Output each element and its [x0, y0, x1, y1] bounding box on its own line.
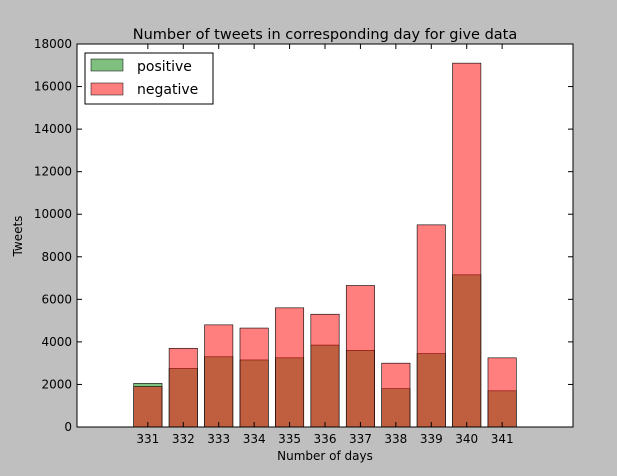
legend-swatch-positive — [90, 58, 124, 72]
bar-negative-331 — [133, 386, 163, 428]
bar-negative-335 — [275, 307, 305, 428]
y-tick-label: 16000 — [34, 80, 72, 94]
x-tick-label: 338 — [384, 432, 407, 446]
x-tick-label: 336 — [314, 432, 337, 446]
x-tick-label: 334 — [243, 432, 266, 446]
y-tick-label: 10000 — [34, 207, 72, 221]
y-axis: 0 2000 4000 6000 8000 10000 12000 14000 16000 180… — [34, 37, 573, 434]
y-tick-label: 12000 — [34, 165, 72, 179]
x-tick-label: 339 — [420, 432, 443, 446]
y-axis-label: Tweets — [11, 216, 25, 258]
bar-negative-334 — [239, 327, 269, 428]
legend: positive negative — [84, 52, 214, 105]
y-tick-label: 0 — [64, 420, 72, 434]
x-tick-label: 332 — [172, 432, 195, 446]
y-tick-label: 8000 — [41, 250, 72, 264]
y-tick-label: 4000 — [41, 335, 72, 349]
y-tick-label: 18000 — [34, 37, 72, 51]
y-tick-label: 6000 — [41, 292, 72, 306]
bar-negative-333 — [204, 324, 234, 428]
x-axis: 331 332 333 334 335 336 337 338 339 340 341 — [136, 44, 514, 446]
bar-negative-338 — [381, 362, 411, 428]
x-tick-label: 337 — [349, 432, 372, 446]
bar-negative-332 — [168, 347, 198, 428]
y-tick-label: 14000 — [34, 122, 72, 136]
x-tick-label: 333 — [207, 432, 230, 446]
bar-negative-336 — [310, 313, 340, 428]
x-tick-label: 341 — [491, 432, 514, 446]
chart-title: Number of tweets in corresponding day fo… — [133, 27, 518, 43]
legend-swatch-negative — [90, 82, 124, 96]
bar-negative-337 — [345, 285, 375, 428]
x-tick-label: 335 — [278, 432, 301, 446]
y-tick-label: 2000 — [41, 377, 72, 391]
x-tick-label: 331 — [136, 432, 159, 446]
bar-negative-341 — [487, 357, 517, 428]
bar-negative-340 — [452, 62, 482, 428]
negative-bars — [133, 62, 517, 428]
x-tick-label: 340 — [455, 432, 478, 446]
legend-label-positive: positive — [137, 59, 192, 75]
legend-label-negative: negative — [137, 82, 198, 98]
x-axis-label: Number of days — [277, 449, 373, 463]
bar-negative-339 — [416, 224, 446, 428]
